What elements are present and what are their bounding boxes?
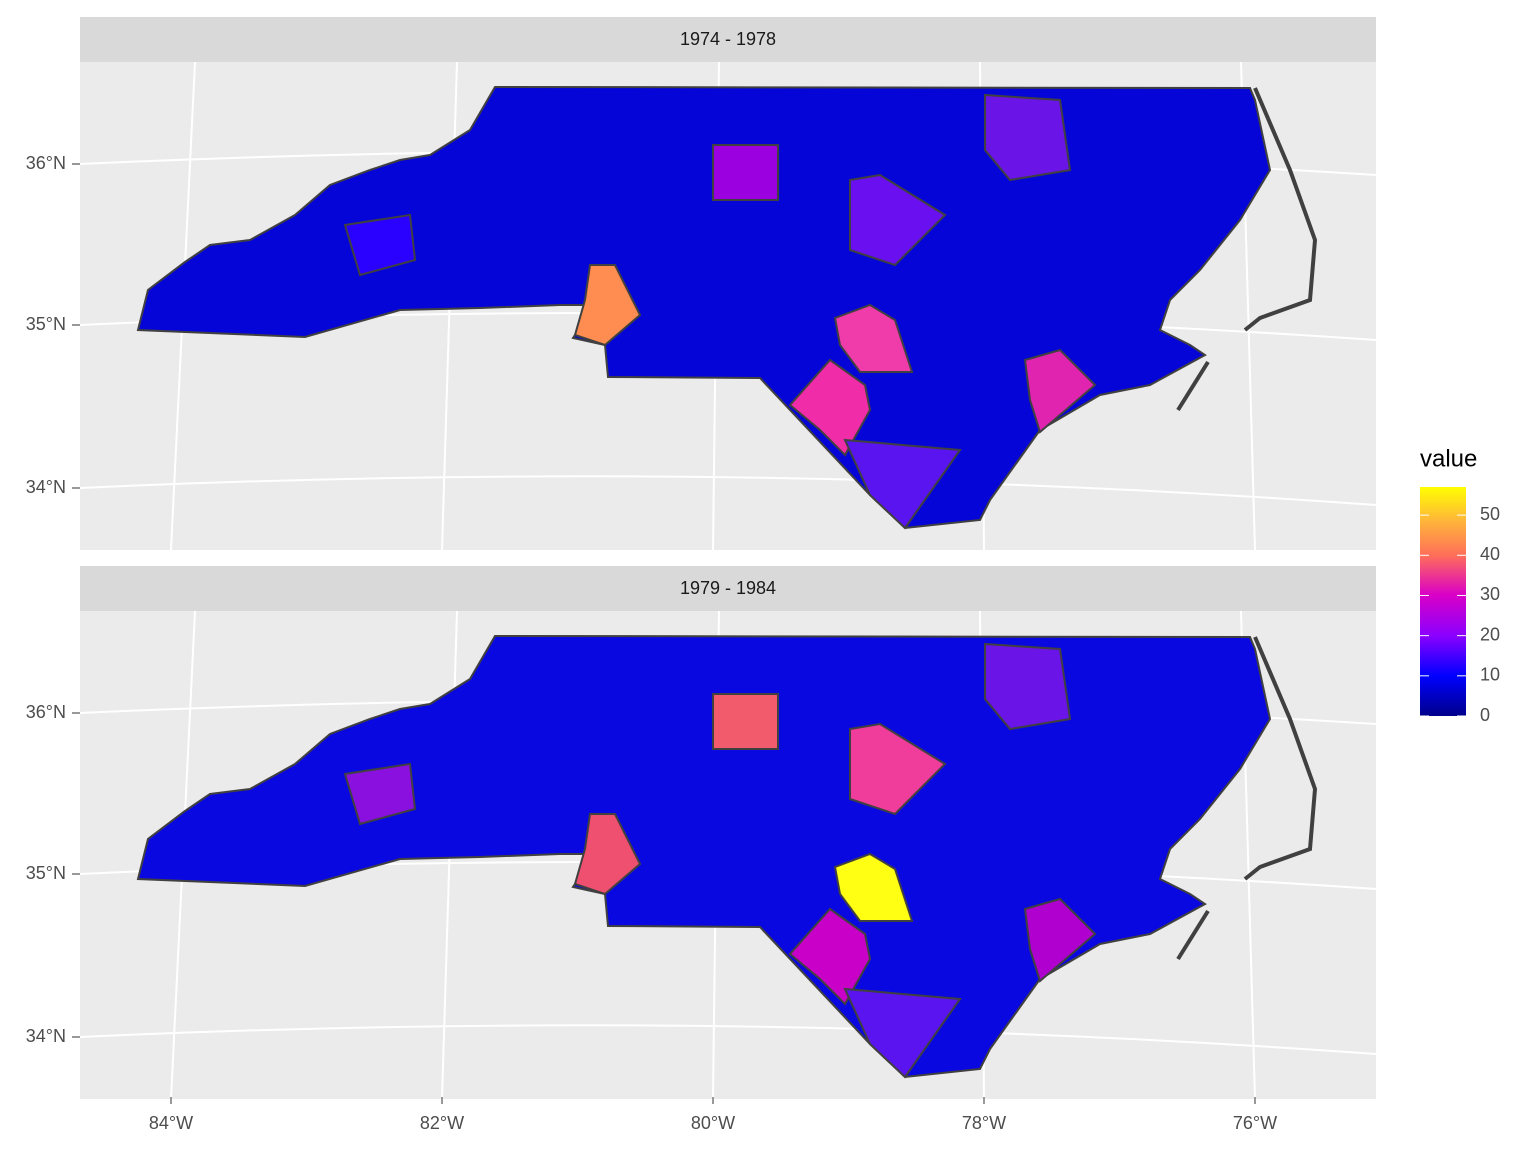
legend-label: 40 [1480, 544, 1500, 564]
county [843, 987, 962, 1079]
y-axis-label: 36°N [26, 153, 66, 173]
graticule [79, 1024, 1377, 1055]
legend-label: 0 [1480, 705, 1490, 725]
legend-label: 30 [1480, 584, 1500, 604]
outer-banks [1176, 636, 1318, 961]
panels: 1974 - 1978 36°N 35°N 34°N 1979 - 1984 36°N 35… [26, 17, 1377, 1133]
x-axis-label: 80°W [691, 1113, 735, 1133]
county [343, 213, 417, 277]
county [1023, 897, 1097, 983]
legend-title: value [1420, 445, 1477, 472]
x-axis-label: 76°W [1233, 1113, 1277, 1133]
strip [80, 566, 1376, 611]
graticule [79, 475, 1377, 506]
outer-banks [1176, 87, 1318, 412]
legend-label: 20 [1480, 624, 1500, 644]
county [712, 144, 779, 201]
y-axis-label: 35°N [26, 314, 66, 334]
legend-ticks: 0 10 20 30 40 50 [1420, 504, 1500, 725]
x-axis-label: 82°W [420, 1113, 464, 1133]
county [984, 93, 1072, 182]
y-axis-label: 35°N [26, 863, 66, 883]
county [833, 852, 914, 922]
panel-title: 1979 - 1984 [680, 578, 776, 598]
county [1023, 348, 1097, 434]
x-axis-label: 78°W [962, 1113, 1006, 1133]
y-axis-label: 34°N [26, 477, 66, 497]
colorbar [1420, 487, 1466, 716]
county [849, 722, 947, 816]
county [343, 762, 417, 826]
county [712, 693, 779, 750]
legend-label: 10 [1480, 665, 1500, 685]
county [788, 358, 872, 457]
county [843, 438, 962, 530]
panel-title: 1974 - 1978 [680, 29, 776, 49]
y-axis-label: 34°N [26, 1026, 66, 1046]
strip [80, 17, 1376, 62]
county [788, 907, 872, 1006]
county [573, 813, 642, 896]
county [833, 303, 914, 373]
county [849, 173, 947, 267]
county [573, 264, 642, 347]
y-axis-label: 36°N [26, 702, 66, 722]
x-axis-label: 84°W [149, 1113, 193, 1133]
legend-label: 50 [1480, 504, 1500, 524]
county [984, 642, 1072, 731]
